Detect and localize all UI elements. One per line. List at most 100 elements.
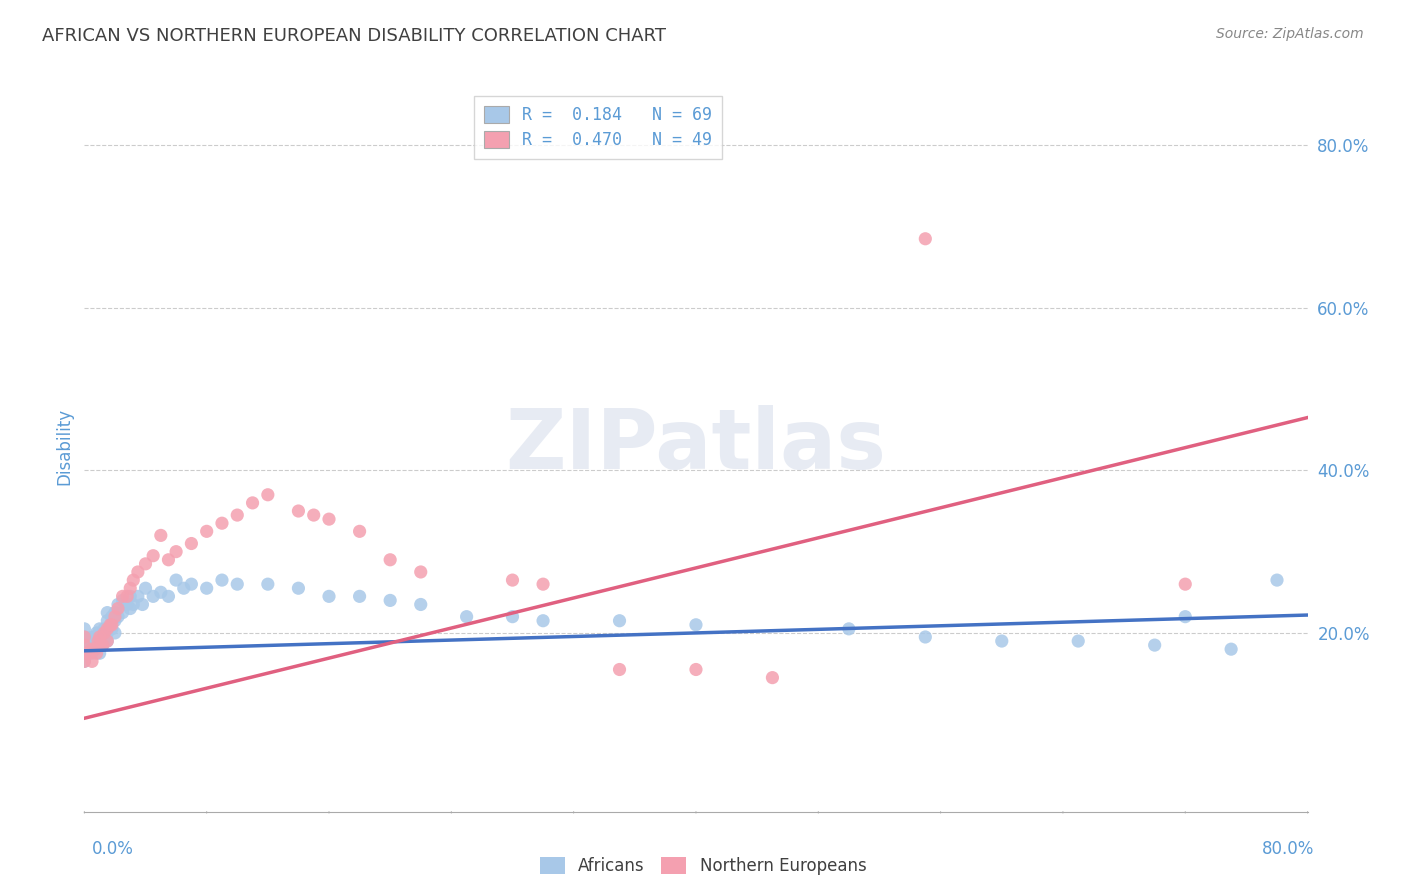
- Point: [149, 528, 172, 542]
- Point: [157, 590, 180, 604]
- Point: [111, 590, 134, 604]
- Point: [318, 512, 340, 526]
- Point: [80, 642, 103, 657]
- Y-axis label: Disability: Disability: [55, 408, 73, 484]
- Point: [127, 590, 149, 604]
- Point: [135, 557, 157, 571]
- Point: [131, 598, 153, 612]
- Point: [84, 642, 107, 657]
- Point: [991, 634, 1014, 648]
- Legend: R =  0.184   N = 69, R =  0.470   N = 49: R = 0.184 N = 69, R = 0.470 N = 49: [474, 96, 723, 159]
- Point: [96, 626, 118, 640]
- Point: [80, 654, 103, 668]
- Point: [80, 638, 103, 652]
- Point: [96, 606, 118, 620]
- Point: [195, 581, 218, 595]
- Point: [89, 622, 111, 636]
- Point: [531, 577, 554, 591]
- Text: AFRICAN VS NORTHERN EUROPEAN DISABILITY CORRELATION CHART: AFRICAN VS NORTHERN EUROPEAN DISABILITY …: [42, 27, 666, 45]
- Point: [142, 590, 165, 604]
- Point: [149, 585, 172, 599]
- Point: [165, 544, 187, 558]
- Point: [87, 634, 110, 648]
- Point: [349, 590, 371, 604]
- Point: [104, 606, 127, 620]
- Point: [96, 634, 118, 648]
- Point: [89, 638, 111, 652]
- Point: [242, 496, 264, 510]
- Point: [98, 617, 121, 632]
- Point: [91, 630, 114, 644]
- Point: [77, 646, 100, 660]
- Point: [127, 565, 149, 579]
- Point: [1220, 642, 1243, 657]
- Point: [73, 630, 96, 644]
- Text: Source: ZipAtlas.com: Source: ZipAtlas.com: [1216, 27, 1364, 41]
- Point: [180, 577, 202, 591]
- Point: [73, 654, 96, 668]
- Point: [111, 593, 134, 607]
- Point: [93, 634, 115, 648]
- Point: [302, 508, 325, 522]
- Point: [165, 573, 187, 587]
- Point: [226, 577, 249, 591]
- Point: [226, 508, 249, 522]
- Point: [107, 609, 129, 624]
- Point: [89, 630, 111, 644]
- Point: [257, 577, 280, 591]
- Point: [101, 617, 124, 632]
- Point: [73, 630, 96, 644]
- Point: [89, 646, 111, 660]
- Point: [89, 630, 111, 644]
- Point: [93, 622, 115, 636]
- Point: [531, 614, 554, 628]
- Point: [96, 622, 118, 636]
- Point: [211, 516, 233, 531]
- Point: [84, 642, 107, 657]
- Point: [86, 638, 108, 652]
- Point: [89, 638, 111, 652]
- Point: [257, 488, 280, 502]
- Point: [104, 609, 127, 624]
- Point: [96, 614, 118, 628]
- Point: [318, 590, 340, 604]
- Point: [101, 622, 124, 636]
- Point: [115, 590, 138, 604]
- Point: [98, 617, 121, 632]
- Point: [86, 646, 108, 660]
- Point: [287, 581, 309, 595]
- Point: [349, 524, 371, 539]
- Point: [107, 598, 129, 612]
- Point: [73, 646, 96, 660]
- Point: [101, 609, 124, 624]
- Point: [1143, 638, 1166, 652]
- Point: [73, 654, 96, 668]
- Point: [211, 573, 233, 587]
- Point: [86, 626, 108, 640]
- Point: [409, 598, 432, 612]
- Point: [838, 622, 860, 636]
- Point: [104, 626, 127, 640]
- Legend: Africans, Northern Europeans: Africans, Northern Europeans: [540, 856, 866, 875]
- Text: 0.0%: 0.0%: [91, 840, 134, 858]
- Point: [195, 524, 218, 539]
- Point: [84, 630, 107, 644]
- Point: [104, 614, 127, 628]
- Point: [287, 504, 309, 518]
- Point: [1265, 573, 1288, 587]
- Point: [502, 609, 524, 624]
- Point: [115, 598, 138, 612]
- Point: [111, 606, 134, 620]
- Point: [409, 565, 432, 579]
- Point: [120, 581, 142, 595]
- Point: [380, 553, 402, 567]
- Point: [80, 630, 103, 644]
- Point: [120, 590, 142, 604]
- Point: [122, 598, 145, 612]
- Point: [761, 671, 783, 685]
- Text: 80.0%: 80.0%: [1263, 840, 1315, 858]
- Point: [914, 232, 936, 246]
- Point: [91, 638, 114, 652]
- Point: [91, 638, 114, 652]
- Point: [609, 663, 631, 677]
